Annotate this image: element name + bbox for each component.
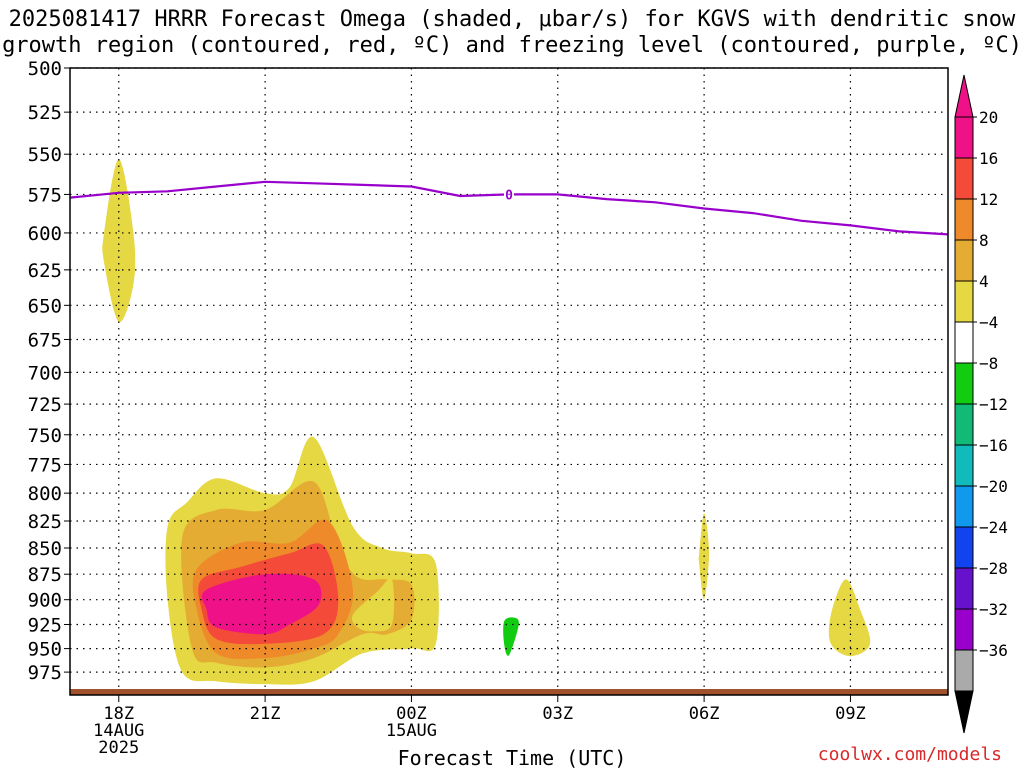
site-credit[interactable]: coolwx.com/models bbox=[817, 744, 1002, 765]
y-tick-label-975: 975 bbox=[28, 662, 62, 684]
colorbar-label-11: −28 bbox=[979, 559, 1008, 578]
x-tick-label-6-1: 15AUG bbox=[386, 721, 437, 741]
colorbar-label-2: 12 bbox=[979, 190, 998, 209]
y-tick-label-725: 725 bbox=[28, 394, 62, 416]
colorbar-segment-0 bbox=[954, 116, 974, 159]
y-tick-label-900: 900 bbox=[28, 590, 62, 612]
colorbar-label-13: −36 bbox=[979, 641, 1008, 660]
colorbar-top-triangle bbox=[954, 74, 974, 118]
x-tick-label-6-0: 00Z bbox=[396, 704, 427, 724]
y-tick-label-825: 825 bbox=[28, 511, 62, 533]
y-tick-label-800: 800 bbox=[28, 483, 62, 505]
colorbar-segment-8 bbox=[954, 444, 974, 487]
omega-region-20-5 bbox=[201, 573, 322, 635]
x-tick-label-0-0: 18Z bbox=[103, 704, 134, 724]
colorbar-label-10: −24 bbox=[979, 518, 1008, 537]
colorbar-segment-13 bbox=[954, 649, 974, 692]
freezing-level-label: 0 bbox=[505, 188, 513, 203]
colorbar-segment-6 bbox=[954, 362, 974, 405]
colorbar-label-8: −16 bbox=[979, 436, 1008, 455]
chart-title-line-2: growth region (contoured, red, ºC) and f… bbox=[2, 33, 1022, 58]
colorbar-segment-9 bbox=[954, 485, 974, 528]
colorbar-segment-11 bbox=[954, 567, 974, 610]
omega-region-4-9 bbox=[828, 579, 871, 657]
chart-title-line-1: 2025081417 HRRR Forecast Omega (shaded, … bbox=[8, 7, 1016, 32]
colorbar-segment-12 bbox=[954, 608, 974, 651]
omega-region-4-6 bbox=[351, 577, 395, 632]
colorbar-segment-10 bbox=[954, 526, 974, 569]
colorbar-label-9: −20 bbox=[979, 477, 1008, 496]
x-tick-label-0-1: 14AUG bbox=[93, 721, 144, 741]
colorbar-label-0: 20 bbox=[979, 108, 998, 127]
y-tick-label-575: 575 bbox=[28, 184, 62, 206]
y-tick-label-675: 675 bbox=[28, 329, 62, 351]
colorbar-label-1: 16 bbox=[979, 149, 998, 168]
y-tick-label-925: 925 bbox=[28, 614, 62, 636]
colorbar-bottom-triangle bbox=[954, 690, 974, 734]
y-tick-label-750: 750 bbox=[28, 425, 62, 447]
ground-strip bbox=[70, 689, 948, 695]
x-tick-label-0-2: 2025 bbox=[98, 738, 139, 758]
y-tick-label-525: 525 bbox=[28, 102, 62, 124]
y-tick-label-850: 850 bbox=[28, 538, 62, 560]
y-tick-label-700: 700 bbox=[28, 362, 62, 384]
colorbar-label-6: −8 bbox=[979, 354, 998, 373]
plot-frame bbox=[69, 67, 949, 696]
colorbar-segment-7 bbox=[954, 403, 974, 446]
freezing-level-label-bg bbox=[504, 186, 514, 201]
x-axis-title: Forecast Time (UTC) bbox=[397, 746, 627, 770]
colorbar-label-5: −4 bbox=[979, 313, 998, 332]
omega-region-4-0 bbox=[102, 159, 136, 323]
y-tick-label-650: 650 bbox=[28, 295, 62, 317]
colorbar-label-7: −12 bbox=[979, 395, 1008, 414]
y-tick-label-600: 600 bbox=[28, 223, 62, 245]
colorbar-segment-2 bbox=[954, 198, 974, 241]
colorbar-segment-4 bbox=[954, 280, 974, 323]
colorbar-segment-5 bbox=[954, 321, 974, 364]
x-tick-label-3-0: 21Z bbox=[250, 704, 281, 724]
x-tick-label-12-0: 06Z bbox=[689, 704, 720, 724]
colorbar-label-12: −32 bbox=[979, 600, 1008, 619]
x-tick-label-9-0: 03Z bbox=[542, 704, 573, 724]
y-tick-label-500: 500 bbox=[28, 58, 62, 80]
omega-region-minus4-7 bbox=[503, 617, 519, 656]
colorbar-segment-3 bbox=[954, 239, 974, 282]
y-tick-label-875: 875 bbox=[28, 564, 62, 586]
y-tick-label-950: 950 bbox=[28, 639, 62, 661]
x-tick-label-15-0: 09Z bbox=[835, 704, 866, 724]
colorbar-segment-1 bbox=[954, 157, 974, 200]
colorbar-label-4: 4 bbox=[979, 272, 989, 291]
y-tick-label-625: 625 bbox=[28, 260, 62, 282]
y-tick-label-550: 550 bbox=[28, 144, 62, 166]
colorbar-label-3: 8 bbox=[979, 231, 989, 250]
y-tick-label-775: 775 bbox=[28, 454, 62, 476]
